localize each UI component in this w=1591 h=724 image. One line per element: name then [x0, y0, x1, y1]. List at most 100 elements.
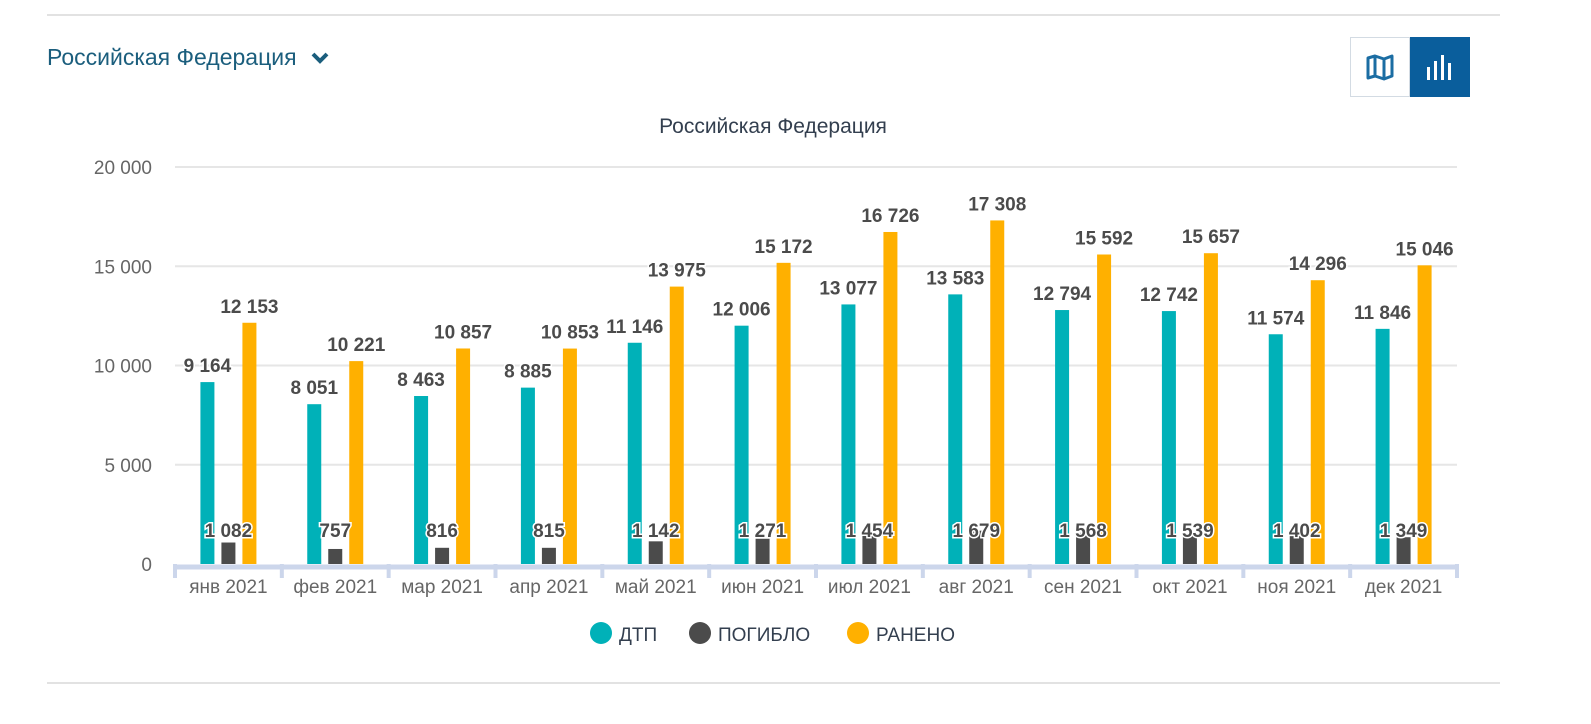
x-tick-label: июл 2021 [828, 577, 911, 598]
bar-chart-icon [1427, 55, 1451, 80]
bar-killed [755, 538, 770, 564]
bar-injured [776, 262, 791, 564]
y-tick-label: 15 000 [94, 257, 152, 278]
map-view-button[interactable] [1350, 37, 1410, 97]
data-label: 15 657 [1182, 227, 1240, 248]
data-label: 9 164 [184, 356, 232, 377]
x-tick-label: фев 2021 [293, 577, 377, 598]
bar-injured [349, 361, 364, 564]
bar-killed [862, 535, 877, 564]
data-label: 1 402 [1273, 521, 1321, 542]
data-label: 8 051 [290, 378, 338, 399]
bar-dtp [200, 382, 215, 564]
bar-killed [328, 548, 343, 564]
chart-title: Российская Федерация [659, 115, 887, 138]
bar-dtp [734, 325, 749, 564]
data-label: 12 153 [220, 297, 278, 318]
bar-dtp [1161, 311, 1176, 564]
data-label: 14 296 [1289, 254, 1347, 275]
data-label: 17 308 [968, 194, 1026, 215]
bar-injured [669, 286, 684, 564]
bar-injured [242, 322, 257, 564]
x-tick-label: ноя 2021 [1257, 577, 1336, 598]
bar-killed [648, 541, 663, 564]
bar-killed [541, 547, 556, 564]
legend-item-injured[interactable]: РАНЕНО [847, 622, 955, 646]
bar-dtp [414, 396, 429, 564]
region-dropdown[interactable]: Российская Федерация [47, 44, 329, 71]
data-label: 12 794 [1033, 284, 1092, 305]
data-label: 815 [533, 521, 565, 542]
data-label: 8 463 [397, 370, 445, 391]
bar-dtp [307, 404, 322, 564]
bar-dtp [1055, 310, 1070, 564]
data-label: 816 [426, 521, 458, 542]
bar-killed [969, 530, 984, 564]
x-tick-label: окт 2021 [1152, 577, 1227, 598]
data-label: 10 853 [541, 323, 599, 344]
legend: ДТП ПОГИБЛО РАНЕНО [590, 622, 955, 646]
chevron-down-icon [311, 52, 328, 64]
bar-injured [1097, 254, 1112, 565]
x-tick-label: дек 2021 [1365, 577, 1443, 598]
bar-dtp [627, 342, 642, 564]
bar-injured [562, 348, 577, 564]
data-label: 1 349 [1380, 521, 1428, 542]
x-tick-label: мар 2021 [401, 577, 483, 598]
data-label: 11 846 [1354, 303, 1411, 324]
svg-text:РАНЕНО: РАНЕНО [876, 625, 955, 646]
data-label: 1 142 [632, 521, 680, 542]
svg-text:ДТП: ДТП [619, 625, 657, 646]
data-label: 12 006 [713, 300, 771, 321]
x-tick-label: апр 2021 [509, 577, 588, 598]
data-label: 11 146 [606, 317, 663, 338]
bar-killed [221, 542, 236, 564]
y-tick-label: 10 000 [94, 357, 152, 378]
data-label: 1 082 [205, 521, 253, 542]
data-label: 15 172 [755, 237, 813, 258]
x-tick-label: май 2021 [615, 577, 697, 598]
bar-injured [990, 220, 1005, 564]
x-tick-label: сен 2021 [1044, 577, 1122, 598]
bar-killed [1289, 536, 1304, 564]
data-label: 1 454 [846, 521, 894, 542]
data-label: 1 539 [1166, 521, 1214, 542]
data-label: 13 583 [926, 268, 984, 289]
bar-killed [1182, 533, 1197, 564]
y-tick-label: 5 000 [104, 456, 152, 477]
bar-dtp [841, 304, 856, 564]
data-label: 757 [319, 521, 351, 542]
bar-injured [456, 348, 471, 564]
bar-dtp [948, 294, 963, 564]
y-tick-label: 20 000 [94, 158, 152, 179]
data-label: 16 726 [861, 206, 919, 227]
data-label: 12 742 [1140, 285, 1198, 306]
x-tick-label: июн 2021 [721, 577, 804, 598]
data-label: 10 221 [327, 335, 386, 356]
legend-item-dtp[interactable]: ДТП [590, 622, 657, 646]
data-label: 1 568 [1059, 521, 1107, 542]
data-label: 15 046 [1396, 239, 1454, 260]
bar-injured [1310, 280, 1325, 564]
bar-injured [1203, 253, 1218, 564]
data-label: 13 077 [819, 278, 877, 299]
view-toggle [1350, 37, 1470, 97]
bar-killed [1396, 537, 1411, 564]
bar-dtp [520, 387, 535, 564]
bottom-divider [47, 682, 1500, 684]
y-tick-label: 0 [141, 555, 152, 576]
legend-item-killed[interactable]: ПОГИБЛО [689, 622, 810, 646]
data-label: 1 679 [952, 521, 1000, 542]
data-label: 13 975 [648, 261, 707, 282]
data-label: 11 574 [1247, 308, 1304, 329]
data-label: 10 857 [434, 322, 492, 343]
data-label: 1 271 [739, 521, 787, 542]
bar-killed [435, 547, 450, 564]
chart-view-button[interactable] [1410, 37, 1470, 97]
x-tick-label: янв 2021 [189, 577, 267, 598]
bar-killed [1076, 532, 1091, 564]
svg-text:ПОГИБЛО: ПОГИБЛО [718, 625, 810, 646]
x-tick-label: авг 2021 [939, 577, 1014, 598]
data-label: 8 885 [504, 362, 552, 383]
